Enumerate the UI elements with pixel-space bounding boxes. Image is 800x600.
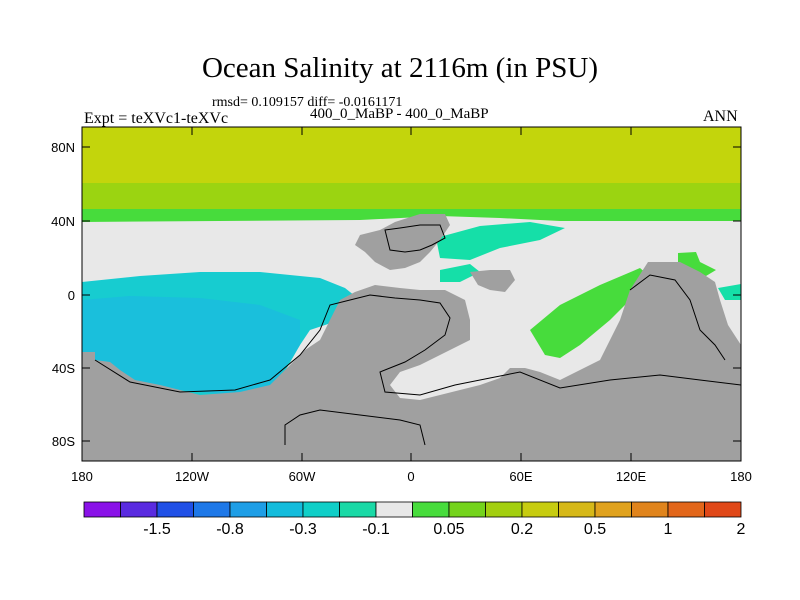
- colorbar-label: 0.05: [433, 521, 464, 538]
- colorbar-label: 1: [664, 521, 673, 538]
- coastline-outline: [94, 294, 741, 396]
- coastline-east: [629, 274, 726, 361]
- pacific-positive-patch: [678, 252, 716, 276]
- colorbar-swatch: [375, 501, 413, 518]
- colorbar-label: 0.2: [511, 521, 533, 538]
- lat-tick-label: 80N: [51, 140, 75, 155]
- colorbar-swatch: [156, 501, 194, 518]
- period-label: 400_0_MaBP - 400_0_MaBP: [310, 106, 489, 122]
- colorbar-swatch: [667, 501, 705, 518]
- colorbar-label: -0.8: [216, 521, 244, 538]
- landmass-north-atlantic: [355, 214, 450, 270]
- season-label: ANN: [703, 108, 738, 125]
- colorbar-swatch: [558, 501, 596, 518]
- lon-tick-label: 180: [71, 469, 93, 484]
- map-title: Ocean Salinity at 2116m (in PSU): [201, 52, 599, 84]
- lat-tick-label: 40N: [51, 214, 75, 229]
- lat-tick-label: 0: [68, 288, 75, 303]
- colorbar: -1.5 -0.8 -0.3 -0.1 0.05 0.2 0.5 1 2: [83, 501, 746, 538]
- latitude-axis: 80N 40N 0 40S 80S: [51, 140, 741, 449]
- longitude-axis: 180 120W 60W 0 60E 120E 180: [71, 127, 752, 484]
- colorbar-swatch: [83, 501, 121, 518]
- atlantic-negative-patch-2: [440, 264, 480, 282]
- colorbar-swatch: [339, 501, 377, 518]
- north-green-band: [82, 209, 741, 222]
- colorbar-swatch: [448, 501, 486, 518]
- stats-label: rmsd= 0.109157 diff= -0.0161171: [212, 95, 403, 110]
- atlantic-negative-patch: [436, 222, 565, 260]
- landmass-south: [82, 262, 741, 461]
- experiment-label: Expt = teXVc1-teXVc: [84, 110, 229, 127]
- indian-ocean-positive: [530, 268, 648, 358]
- coastline-north: [384, 224, 446, 253]
- lon-tick-label: 180: [730, 469, 752, 484]
- colorbar-swatch: [266, 501, 304, 518]
- colorbar-swatch: [120, 501, 158, 518]
- lon-tick-label: 60E: [509, 469, 532, 484]
- coastline-antarctic: [284, 409, 426, 446]
- north-positive-band: [82, 127, 741, 183]
- colorbar-label: -0.1: [362, 521, 390, 538]
- colorbar-swatch: [412, 501, 450, 518]
- colorbar-swatch: [229, 501, 267, 518]
- lat-tick-label: 80S: [52, 434, 75, 449]
- colorbar-swatch: [631, 501, 669, 518]
- colorbar-label: -1.5: [143, 521, 171, 538]
- lat-tick-label: 40S: [52, 361, 75, 376]
- colorbar-swatch: [521, 501, 559, 518]
- colorbar-label: -0.3: [289, 521, 317, 538]
- lon-tick-label: 120E: [616, 469, 647, 484]
- mid-latitude-band: [82, 183, 741, 209]
- east-negative-patch: [718, 284, 741, 300]
- colorbar-swatch: [704, 501, 742, 518]
- lon-tick-label: 60W: [289, 469, 316, 484]
- colorbar-swatch: [594, 501, 632, 518]
- map-panel: [81, 126, 742, 462]
- south-pacific-deep-negative: [82, 296, 300, 395]
- colorbar-swatch: [485, 501, 523, 518]
- lon-tick-label: 0: [407, 469, 414, 484]
- landmass-small-island: [470, 270, 515, 292]
- colorbar-swatch: [193, 501, 231, 518]
- colorbar-swatch: [302, 501, 340, 518]
- colorbar-label: 0.5: [584, 521, 606, 538]
- colorbar-label: 2: [737, 521, 746, 538]
- lon-tick-label: 120W: [175, 469, 210, 484]
